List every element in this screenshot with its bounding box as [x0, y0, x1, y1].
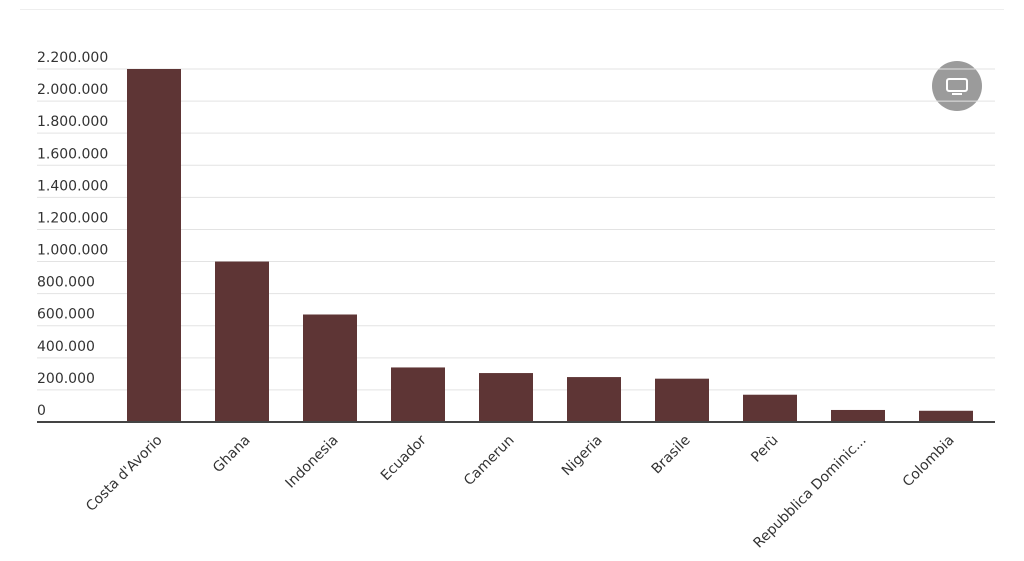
x-tick-label: Costa d'Avorio	[83, 432, 166, 515]
bar	[655, 378, 709, 422]
y-tick-label: 400.000	[37, 339, 95, 355]
y-tick-label: 1.600.000	[37, 146, 108, 162]
bar	[567, 377, 621, 422]
x-tick-label: Brasile	[649, 432, 694, 477]
bar	[303, 314, 357, 422]
x-tick-label: Colombia	[900, 432, 958, 490]
y-tick-label: 1.800.000	[37, 114, 108, 130]
y-tick-label: 600.000	[37, 307, 95, 323]
y-tick-label: 1.200.000	[37, 210, 108, 226]
y-tick-label: 0	[37, 403, 46, 419]
monitor-icon[interactable]	[946, 78, 968, 92]
y-tick-label: 2.000.000	[37, 82, 108, 98]
y-tick-label: 800.000	[37, 275, 95, 291]
x-tick-label: Ghana	[210, 432, 254, 476]
y-tick-label: 1.000.000	[37, 243, 108, 259]
button-bg[interactable]	[932, 61, 982, 111]
bar	[391, 367, 445, 422]
bar	[479, 373, 533, 422]
bar	[919, 410, 973, 422]
x-tick-label: Ecuador	[378, 432, 430, 484]
bar	[127, 69, 181, 422]
view-toggle-button[interactable]	[932, 61, 982, 111]
x-tick-label: Nigeria	[559, 432, 606, 479]
bar	[743, 394, 797, 422]
bar	[831, 409, 885, 422]
x-tick-label: Perù	[748, 432, 781, 465]
bar	[215, 261, 269, 422]
y-tick-label: 2.200.000	[37, 50, 108, 66]
x-tick-label: Indonesia	[282, 432, 341, 491]
y-tick-label: 200.000	[37, 371, 95, 387]
x-tick-label: Camerun	[461, 432, 518, 489]
y-tick-label: 1.400.000	[37, 178, 108, 194]
